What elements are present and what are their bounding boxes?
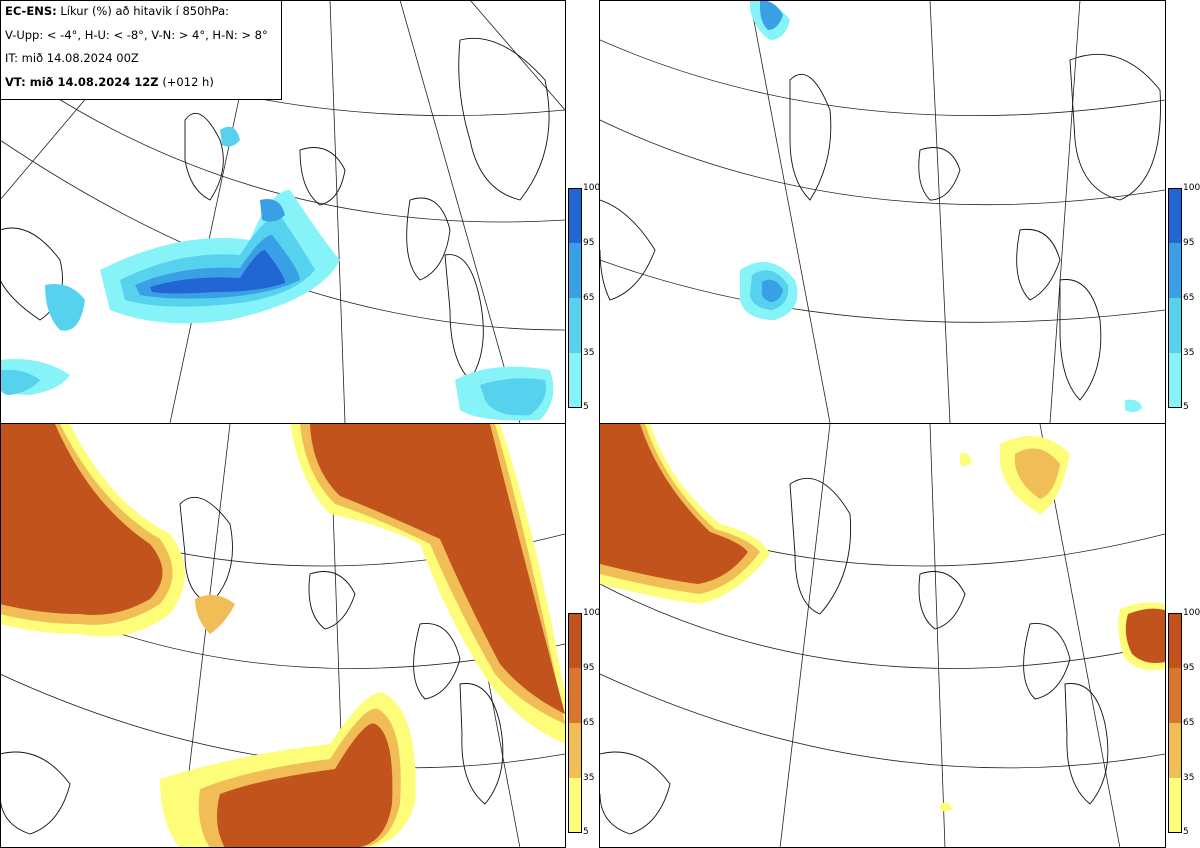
- map-panel-cold-4: EC-ENS: Líkur (%) að hitavik í 850hPa: V…: [0, 0, 565, 423]
- colorbar-segment: [1169, 614, 1181, 668]
- colorbar-tick: 65: [583, 293, 595, 303]
- colorbar-segment: [1169, 723, 1181, 778]
- title-info-box: EC-ENS: Líkur (%) að hitavik í 850hPa: V…: [0, 0, 282, 100]
- colorbar-segment: [1169, 353, 1181, 407]
- colorbar-tick: 95: [1183, 663, 1195, 673]
- map-panel-warm-8: [600, 424, 1165, 847]
- valid-time-line: VT: mið 14.08.2024 12Z (+012 h): [5, 75, 276, 99]
- colorbar-tick: 35: [583, 773, 595, 783]
- colorbar-segment: [569, 614, 581, 668]
- colorbar-body: [568, 188, 582, 408]
- colorbar-tick: 35: [1183, 773, 1195, 783]
- colorbar-tick: 95: [583, 663, 595, 673]
- colorbar-segment: [569, 243, 581, 298]
- model-label: EC-ENS:: [5, 4, 57, 18]
- colorbar-segment: [569, 189, 581, 243]
- colorbar-tick: 5: [1183, 827, 1189, 837]
- map-panel-cold-8: [600, 0, 1165, 423]
- title-line: EC-ENS: Líkur (%) að hitavik í 850hPa:: [5, 4, 276, 28]
- probability-fill: [0, 424, 565, 847]
- colorbar-tick: 95: [583, 238, 595, 248]
- map-panel-warm-4: [0, 424, 565, 847]
- map-canvas: [0, 424, 565, 847]
- colorbar-segment: [1169, 243, 1181, 298]
- colorbar-tick: 65: [583, 718, 595, 728]
- colorbar-segment: [569, 298, 581, 353]
- colorbar-tick: 100: [1183, 608, 1200, 618]
- colorbar-tick: 5: [583, 827, 589, 837]
- colorbar-tick: 100: [583, 608, 601, 618]
- colorbar-tick: 65: [1183, 293, 1195, 303]
- valid-time-offset: (+012 h): [162, 74, 214, 89]
- colorbar-segment: [569, 778, 581, 832]
- colorbar-segment: [1169, 298, 1181, 353]
- colorbar-segment: [569, 353, 581, 407]
- probability-fill: [0, 126, 554, 421]
- colorbar-segment: [1169, 189, 1181, 243]
- colorbar-tick: 35: [583, 348, 595, 358]
- colorbar-body: [1168, 188, 1182, 408]
- colorbar-body: [568, 613, 582, 833]
- colorbar-tick: 5: [1183, 402, 1189, 412]
- colorbar-segment: [569, 723, 581, 778]
- coastlines: [0, 496, 504, 835]
- colorbar-tick: 5: [583, 402, 589, 412]
- colorbar-body: [1168, 613, 1182, 833]
- probability-fill: [600, 424, 1165, 812]
- colorbar-tick: 100: [583, 183, 601, 193]
- title-text: Líkur (%) að hitavik í 850hPa:: [60, 4, 230, 18]
- map-canvas: [600, 424, 1165, 847]
- colorbar-tick: 65: [1183, 718, 1195, 728]
- map-canvas: [600, 0, 1165, 423]
- colorbar-segment: [1169, 778, 1181, 832]
- colorbar-tick: 35: [1183, 348, 1195, 358]
- probability-fill: [740, 0, 1142, 413]
- coastlines: [600, 477, 1109, 835]
- graticule: [600, 0, 1165, 423]
- map-canvas: [0, 0, 565, 423]
- coastlines: [600, 53, 1161, 401]
- thresholds-line: V-Upp: < -4°, H-U: < -8°, V-N: > 4°, H-N…: [5, 27, 268, 42]
- initial-time-line: IT: mið 14.08.2024 00Z: [5, 51, 139, 65]
- colorbar-segment: [569, 668, 581, 723]
- valid-time-label: VT: mið 14.08.2024 12Z: [5, 74, 159, 89]
- graticule: [600, 424, 1165, 847]
- colorbar-segment: [1169, 668, 1181, 723]
- colorbar-tick: 95: [1183, 238, 1195, 248]
- colorbar-tick: 100: [1183, 183, 1200, 193]
